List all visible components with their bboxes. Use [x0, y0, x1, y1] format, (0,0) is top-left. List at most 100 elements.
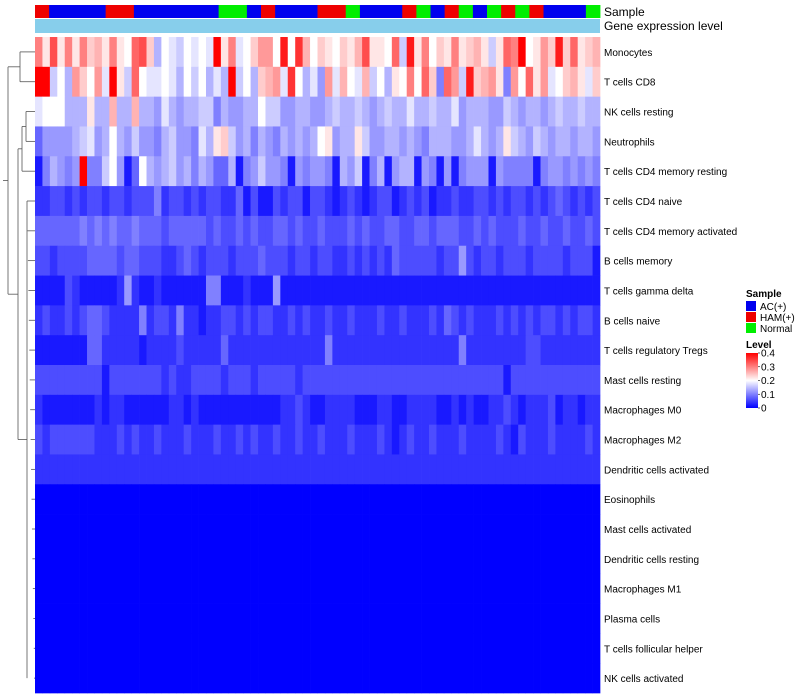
heatmap-cell [518, 663, 526, 694]
heatmap-cell [101, 156, 110, 187]
heatmap-cell [213, 66, 222, 97]
heatmap-cell [220, 275, 229, 306]
heatmap-cell [466, 96, 474, 127]
heatmap-cell [131, 126, 140, 157]
heatmap-cell [577, 633, 586, 664]
heatmap-cell [436, 424, 445, 455]
heatmap-cell [421, 663, 430, 694]
heatmap-cell [332, 543, 341, 575]
heatmap-cell [399, 514, 408, 545]
heatmap-cell [525, 37, 534, 68]
heatmap-cell [391, 573, 400, 604]
heatmap-cell [295, 215, 303, 247]
heatmap-cell [503, 394, 512, 425]
heatmap-cell [577, 573, 586, 604]
heatmap-cell [280, 663, 289, 694]
heatmap-cell [399, 305, 408, 336]
heatmap-cell [495, 365, 504, 396]
heatmap-cell [562, 96, 571, 127]
heatmap-cell [429, 424, 437, 455]
heatmap-cell [488, 335, 497, 366]
heatmap-cell [466, 603, 474, 634]
heatmap-cell [243, 365, 251, 396]
heatmap-cell [399, 663, 408, 694]
heatmap-cell [183, 186, 192, 217]
heatmap-cell [250, 365, 259, 396]
heatmap-cell [488, 394, 497, 425]
heatmap-cell [458, 663, 467, 694]
heatmap-cell [265, 365, 274, 396]
heatmap-cell [362, 215, 370, 247]
heatmap-cell [592, 573, 601, 604]
heatmap-cell [49, 394, 58, 425]
heatmap-cell [183, 96, 192, 127]
heatmap-cell [458, 365, 467, 396]
heatmap-cell [42, 305, 51, 336]
heatmap-cell [280, 66, 289, 97]
heatmap-cell [384, 335, 393, 366]
heatmap-cell [347, 573, 356, 604]
row-label: Plasma cells [604, 614, 660, 625]
heatmap-cell [94, 543, 103, 575]
heatmap-cell [384, 156, 393, 187]
heatmap-cell [562, 484, 571, 515]
heatmap-cell [458, 156, 467, 187]
heatmap-cell [592, 186, 601, 217]
heatmap-cell [540, 603, 549, 634]
heatmap-cell [265, 484, 274, 515]
heatmap-cell [488, 275, 497, 306]
heatmap-cell [518, 335, 526, 366]
heatmap-cell [429, 603, 437, 634]
heatmap-cell [376, 335, 385, 366]
heatmap-cell [518, 275, 526, 306]
heatmap-cell [287, 37, 296, 68]
heatmap-cell [369, 603, 378, 634]
heatmap-cell [153, 186, 162, 217]
heatmap-cell [391, 156, 400, 187]
heatmap-cell [324, 156, 333, 187]
heatmap-cell [555, 186, 564, 217]
heatmap-cell [562, 633, 571, 664]
heatmap-cell [295, 573, 303, 604]
heatmap-cell [533, 275, 541, 306]
heatmap-cell [183, 275, 192, 306]
heatmap-cell [436, 186, 445, 217]
heatmap-cell [399, 633, 408, 664]
heatmap-cell [533, 126, 541, 157]
heatmap-cell [220, 66, 229, 97]
heatmap-cell [577, 126, 586, 157]
heatmap-cell [592, 603, 601, 634]
heatmap-cell [525, 66, 534, 97]
heatmap-cell [555, 335, 564, 366]
heatmap-cell [429, 215, 437, 247]
heatmap-cell [481, 573, 489, 604]
heatmap-cell [79, 96, 88, 127]
heatmap-cell [391, 394, 400, 425]
heatmap-cell [198, 514, 207, 545]
heatmap-cell [161, 186, 170, 217]
heatmap-cell [272, 245, 281, 276]
heatmap-cell [310, 156, 318, 187]
heatmap-cell [57, 186, 66, 217]
heatmap-cell [540, 543, 549, 575]
heatmap-cell [310, 424, 318, 455]
heatmap-cell [354, 543, 363, 575]
heatmap-cell [518, 126, 526, 157]
heatmap-cell [510, 543, 519, 575]
heatmap-cell [101, 96, 110, 127]
heatmap-cell [35, 156, 43, 187]
heatmap-cell [503, 37, 512, 68]
heatmap-cell [191, 126, 199, 157]
heatmap-cell [64, 245, 73, 276]
heatmap-cell [495, 603, 504, 634]
heatmap-cell [503, 126, 512, 157]
heatmap-cell [49, 126, 58, 157]
heatmap-cell [243, 37, 251, 68]
heatmap-cell [547, 275, 556, 306]
heatmap-cell [540, 275, 549, 306]
heatmap-cell [429, 663, 437, 694]
heatmap-cell [585, 66, 593, 97]
heatmap-cell [258, 186, 266, 217]
heatmap-cell [35, 603, 43, 634]
heatmap-cell [57, 305, 66, 336]
